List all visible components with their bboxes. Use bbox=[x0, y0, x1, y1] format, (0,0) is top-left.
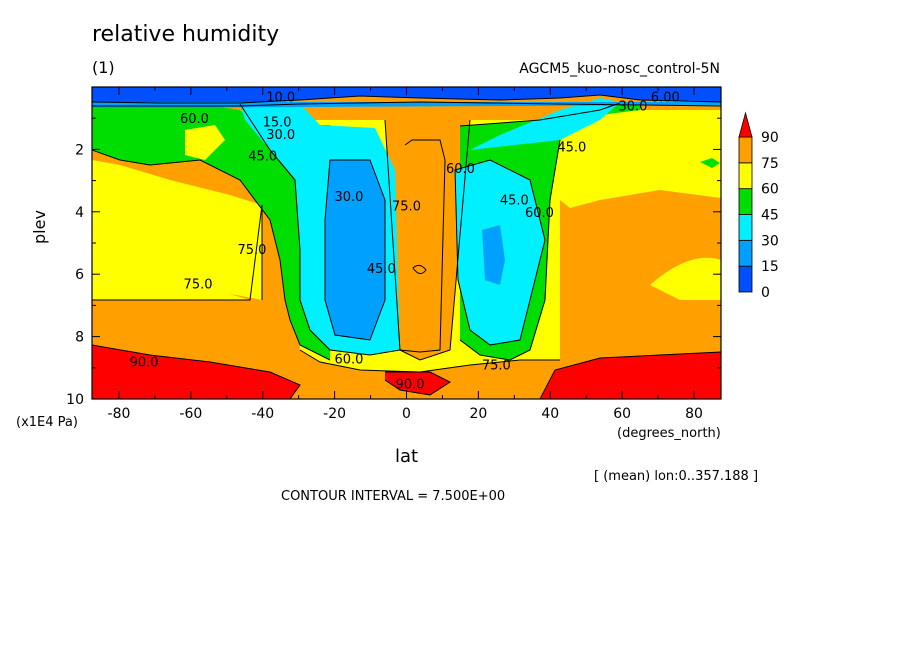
contour-line-45-left bbox=[239, 103, 401, 356]
contour-line-60-left bbox=[92, 149, 331, 361]
contour-line-blob bbox=[412, 264, 427, 274]
colorbar-level-label: 75 bbox=[761, 156, 779, 172]
colorbar-swatch bbox=[738, 136, 753, 164]
fill-red-right bbox=[540, 352, 721, 399]
chart-title: relative humidity bbox=[92, 22, 280, 47]
fill-green-left-inner bbox=[185, 125, 225, 160]
colorbar-level-label: 60 bbox=[761, 182, 779, 198]
y-tick-label: 2 bbox=[75, 142, 84, 158]
x-axis-label: lat bbox=[395, 446, 419, 467]
contour-line-90-right bbox=[539, 351, 721, 399]
contour-labels: 10.0 6.0015.030.030.045.045.060.030.045.0… bbox=[130, 90, 680, 392]
fill-red-left bbox=[92, 345, 300, 399]
contour-line-90-left bbox=[92, 344, 301, 399]
colorbar-swatch bbox=[738, 162, 753, 190]
x-tick-label: -60 bbox=[179, 406, 202, 422]
x-tick-label: -80 bbox=[108, 406, 131, 422]
fill-green-right-inner bbox=[700, 158, 720, 168]
x-tick-label: 20 bbox=[469, 406, 487, 422]
y-axis: 2 4 6 8 10 bbox=[66, 117, 721, 408]
contour-label: 10.0 bbox=[266, 90, 295, 105]
fill-yellow-right-blob bbox=[650, 257, 721, 300]
contour-label: 75.0 bbox=[184, 278, 213, 293]
contour-label: 45.0 bbox=[367, 262, 396, 277]
contour-label: 60.0 bbox=[180, 112, 209, 127]
fill-yellow-left bbox=[92, 160, 262, 300]
colorbar-overflow-triangle bbox=[738, 111, 753, 138]
contour-line-75-left bbox=[92, 204, 263, 301]
contour-line-top-1 bbox=[92, 94, 721, 104]
fill-red-center bbox=[385, 372, 450, 395]
experiment-name: AGCM5_kuo-nosc_control-5N bbox=[519, 61, 720, 77]
colorbar-level-label: 15 bbox=[761, 259, 779, 275]
y-tick-label: 4 bbox=[75, 205, 84, 221]
colorbar: 0 15 30 45 60 75 90 bbox=[738, 111, 779, 301]
contour-label: 45.0 bbox=[557, 140, 586, 155]
y-axis-units: (x1E4 Pa) bbox=[16, 415, 78, 430]
fill-lightblue-left bbox=[325, 160, 385, 340]
x-axis-units: (degrees_north) bbox=[617, 426, 721, 441]
x-tick-label: 40 bbox=[541, 406, 559, 422]
colorbar-level-label: 90 bbox=[761, 130, 779, 146]
x-tick-label: 80 bbox=[685, 406, 703, 422]
colorbar-swatch bbox=[738, 188, 753, 215]
contour-lines bbox=[92, 94, 721, 399]
contour-label: 30.0 bbox=[335, 190, 364, 205]
mean-info: [ (mean) lon:0..357.188 ] bbox=[594, 469, 759, 484]
colorbar-swatch bbox=[738, 265, 753, 293]
fill-yellow-right bbox=[560, 110, 721, 208]
contour-label: 6.00 bbox=[651, 90, 680, 105]
contour-label: 45.0 bbox=[500, 193, 529, 208]
y-tick-label: 10 bbox=[66, 392, 84, 408]
colorbar-level-label: 30 bbox=[761, 233, 779, 249]
x-tick-label: -40 bbox=[251, 406, 274, 422]
contour-label: 90.0 bbox=[396, 377, 425, 392]
x-tick-label: -20 bbox=[323, 406, 346, 422]
contour-line-60-right bbox=[459, 102, 621, 127]
colorbar-level-label: 45 bbox=[761, 208, 779, 224]
contour-line-center bbox=[384, 119, 471, 361]
contour-label: 90.0 bbox=[130, 356, 159, 371]
contour-line-center-inner bbox=[399, 139, 446, 353]
contour-interval: CONTOUR INTERVAL = 7.500E+00 bbox=[281, 489, 506, 504]
contour-label: 75.0 bbox=[482, 359, 511, 374]
contour-line-75-right bbox=[299, 349, 560, 373]
contour-label: 15.0 bbox=[263, 115, 292, 130]
x-tick-label: 0 bbox=[402, 406, 411, 422]
contour-line-top-2 bbox=[92, 101, 721, 107]
fill-lightblue-right bbox=[482, 225, 505, 285]
contour-line-30-left bbox=[324, 159, 386, 341]
x-tick-label: 60 bbox=[613, 406, 631, 422]
contour-label: 60.0 bbox=[525, 206, 554, 221]
contour-line-60-right-b bbox=[459, 139, 561, 361]
contour-label: 30.0 bbox=[266, 128, 295, 143]
contour-line-45-right bbox=[454, 159, 546, 346]
contour-label: 60.0 bbox=[446, 162, 475, 177]
contour-label: 75.0 bbox=[237, 243, 266, 258]
colorbar-level-label: 0 bbox=[761, 285, 770, 301]
contour-fills bbox=[92, 87, 721, 399]
contour-label: 75.0 bbox=[392, 200, 421, 215]
fill-green-left bbox=[92, 104, 330, 360]
y-tick-label: 6 bbox=[75, 267, 84, 283]
contour-label: 60.0 bbox=[335, 352, 364, 367]
colorbar-swatch bbox=[738, 214, 753, 241]
y-tick-label: 8 bbox=[75, 330, 84, 346]
fill-blue-thin bbox=[92, 102, 721, 108]
x-axis: -80 -60 -40 -20 0 20 40 60 80 bbox=[108, 87, 703, 422]
chart-subtitle: (1) bbox=[92, 58, 115, 77]
contour-label: 45.0 bbox=[248, 150, 277, 165]
colorbar-swatch bbox=[738, 239, 753, 267]
contour-label: 30.0 bbox=[618, 100, 647, 115]
